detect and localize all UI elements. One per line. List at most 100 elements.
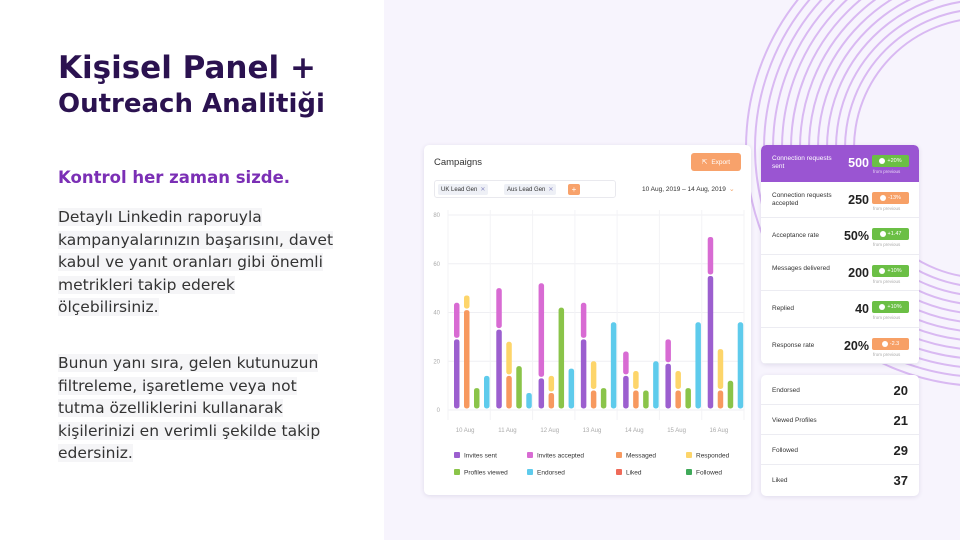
bar-segment xyxy=(484,375,490,409)
campaigns-chart: 0 20 40 60 80 10 Aug 11 Aug 12 Aug 13 Aug 14 Aug 1… xyxy=(433,210,745,477)
export-icon: ⇱ xyxy=(701,159,708,166)
bar-segment xyxy=(526,392,532,409)
paragraph-line: metrikleri takip ederek xyxy=(58,275,235,294)
filter-chip-uk[interactable]: UK Lead Gen ✕ xyxy=(438,184,489,195)
trend-icon xyxy=(879,158,886,164)
bar-segment xyxy=(633,371,639,389)
metric-label: Connection requests sent xyxy=(772,155,832,170)
delta-value: +10% xyxy=(887,304,902,310)
metric-label: Response rate xyxy=(772,341,815,349)
legend-label: Messaged xyxy=(626,453,656,460)
metric-value: 50% xyxy=(843,229,869,243)
delta-badge: +20% xyxy=(872,155,909,167)
hero-title: Kişisel Panel + Outreach Analitiği xyxy=(58,50,325,120)
hero-title-line1: Kişisel Panel + xyxy=(58,50,316,86)
bar-segment xyxy=(600,388,607,409)
delta-caption: from previous xyxy=(873,242,901,247)
stat-row: Liked 37 xyxy=(761,465,919,495)
y-tick-label: 20 xyxy=(433,359,440,365)
date-range-picker[interactable]: 10 Aug, 2019 – 14 Aug, 2019 ⌄ xyxy=(642,185,735,193)
y-tick-label: 80 xyxy=(433,213,440,219)
bar-segment xyxy=(665,363,671,409)
hero-title-line2: Outreach Analitiği xyxy=(58,89,325,120)
paragraph-line: edersiniz. xyxy=(58,444,133,462)
legend-swatch xyxy=(527,452,533,458)
bar-segment xyxy=(548,392,555,409)
x-tick-label: 10 Aug xyxy=(456,428,475,434)
close-icon[interactable]: ✕ xyxy=(480,187,486,193)
bar-segment xyxy=(590,361,597,389)
metric-value: 40 xyxy=(855,302,869,316)
bar-segment xyxy=(665,339,671,363)
close-icon[interactable]: ✕ xyxy=(548,187,554,193)
campaign-filter-input[interactable]: UK Lead Gen ✕ Aus Lead Gen ✕ + xyxy=(434,180,616,198)
bar-segment xyxy=(590,390,597,409)
bar-segment xyxy=(454,339,460,409)
delta-value: -2.3 xyxy=(889,340,900,347)
delta-caption: from previous xyxy=(873,351,901,357)
bar-segment xyxy=(707,275,714,409)
metrics-card: Connection requests sent 500 +20% from prev… xyxy=(761,145,919,364)
bar-segment xyxy=(727,380,734,409)
bar-segment xyxy=(695,322,701,409)
delta-caption: from previous xyxy=(873,205,901,211)
bar-segment xyxy=(675,371,681,389)
hero-section: Kişisel Panel + Outreach Analitiği Kontr… xyxy=(0,0,384,540)
metric-row: Acceptance rate 50% +1.47 from previous xyxy=(761,218,919,255)
metric-label: Messages delivered xyxy=(772,264,830,272)
bar-segment xyxy=(675,390,681,409)
trend-icon xyxy=(879,304,886,310)
metric-row: Connection requests accepted 250 -13% from … xyxy=(761,182,919,218)
y-tick-label: 40 xyxy=(433,311,440,317)
stat-row: Followed 29 xyxy=(761,435,919,465)
x-tick-label: 16 Aug xyxy=(710,428,729,434)
bar-segment xyxy=(496,329,502,409)
bar-segment xyxy=(717,349,724,389)
paragraph-line: kabul ve yanıt oranları gibi önemli xyxy=(58,253,323,271)
delta-caption: from previous xyxy=(873,315,901,320)
bar-segment xyxy=(580,302,587,338)
add-filter-button[interactable]: + xyxy=(568,184,580,195)
campaigns-card: 0 20 40 60 80 10 Aug 11 Aug 12 Aug 13 Aug 14 Aug 1… xyxy=(424,145,751,495)
metric-value: 250 xyxy=(848,192,869,207)
legend-label: Endorsed xyxy=(537,470,565,477)
y-tick-label: 60 xyxy=(433,262,440,268)
bar-segment xyxy=(516,366,522,409)
x-tick-label: 15 Aug xyxy=(667,428,686,434)
stat-label: Endorsed xyxy=(772,387,800,394)
export-button[interactable]: ⇱ Export xyxy=(691,153,741,171)
metric-label: Replied xyxy=(772,305,795,312)
metric-value: 500 xyxy=(848,156,869,170)
trend-icon xyxy=(881,340,888,347)
paragraph-line: ölçebilirsiniz. xyxy=(58,298,159,316)
bar-segment xyxy=(717,390,724,409)
y-tick-label: 0 xyxy=(437,408,441,414)
paragraph-line: Bunun yanı sıra, gelen kutunuzun xyxy=(58,354,319,372)
filter-chip-aus[interactable]: Aus Lead Gen ✕ xyxy=(504,184,557,195)
delta-badge: -2.3 xyxy=(872,337,909,350)
bar-segment xyxy=(643,390,649,409)
stat-row: Viewed Profiles 21 xyxy=(761,405,919,435)
legend-label: Invites accepted xyxy=(537,453,584,460)
bar-segment xyxy=(506,375,512,409)
x-tick-label: 13 Aug xyxy=(583,428,602,434)
stat-label: Liked xyxy=(772,477,788,484)
legend-swatch xyxy=(686,452,692,458)
stat-label: Followed xyxy=(772,447,799,454)
legend-swatch xyxy=(616,452,622,458)
trend-icon xyxy=(880,194,887,201)
arc-line xyxy=(754,0,960,377)
stat-label: Viewed Profiles xyxy=(772,417,817,424)
bar-segment xyxy=(610,322,617,409)
stat-value: 20 xyxy=(893,383,908,398)
hero-subtitle: Kontrol her zaman sizde. xyxy=(58,168,291,187)
legend-label: Responded xyxy=(696,453,730,460)
date-range-label: 10 Aug, 2019 – 14 Aug, 2019 xyxy=(642,186,726,193)
metric-label: Connection requests accepted xyxy=(772,191,832,207)
legend-swatch xyxy=(454,469,460,475)
bar-segment xyxy=(454,302,460,338)
hero-paragraph-2: Bunun yanı sıra, gelen kutunuzun filtrel… xyxy=(58,352,358,465)
bar-segment xyxy=(580,339,587,409)
legend-swatch xyxy=(454,452,460,458)
metric-value: 200 xyxy=(848,265,869,280)
